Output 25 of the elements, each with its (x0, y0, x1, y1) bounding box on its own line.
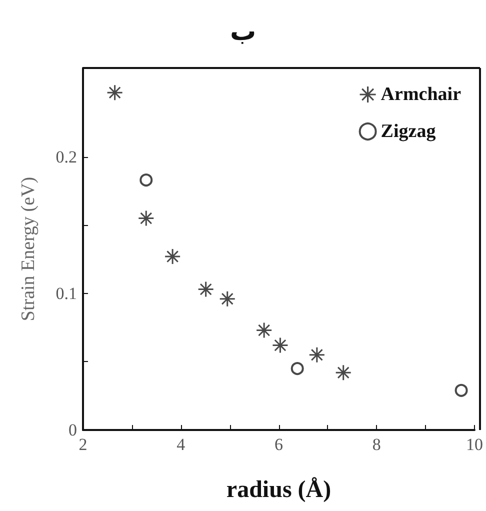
legend-label: Armchair (380, 84, 462, 105)
y-tick-label: 0 (68, 420, 77, 440)
point (290, 362, 304, 376)
x-tick-label: 8 (372, 435, 381, 454)
x-tick-label: 2 (78, 435, 88, 454)
x-tick-label: 6 (274, 435, 283, 454)
chart-title: ب (230, 17, 256, 47)
point (256, 322, 272, 338)
x-axis-title: radius (Å) (226, 477, 332, 503)
point (140, 174, 153, 187)
y-axis-title: Strain Energy (eV) (18, 176, 39, 322)
point (198, 282, 214, 297)
point (309, 347, 324, 362)
legend-label: Zigzag (380, 121, 436, 142)
point (165, 249, 180, 264)
y-tick-label: 0.1 (56, 284, 77, 303)
point (336, 365, 351, 380)
x-tick-label: 10 (466, 435, 483, 454)
point (220, 291, 235, 306)
y-tick-label: 0.2 (56, 147, 77, 166)
point (138, 210, 154, 226)
point (454, 384, 468, 397)
point (272, 338, 288, 353)
x-tick-label: 4 (176, 435, 186, 454)
point (107, 85, 122, 100)
